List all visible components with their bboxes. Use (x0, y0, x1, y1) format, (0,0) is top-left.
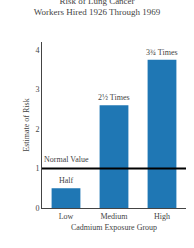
svg-text:1: 1 (35, 164, 39, 173)
svg-text:3¾ Times: 3¾ Times (146, 48, 178, 57)
svg-text:2½ Times: 2½ Times (98, 93, 130, 102)
svg-text:0: 0 (35, 204, 39, 213)
svg-text:Low: Low (59, 212, 74, 221)
svg-text:Half: Half (59, 176, 74, 185)
svg-text:Risk of Lung CancerWorkers Hir: Risk of Lung CancerWorkers Hired 1926 Th… (34, 0, 161, 17)
svg-text:3: 3 (35, 85, 39, 94)
svg-text:High: High (154, 212, 170, 221)
svg-text:4: 4 (35, 46, 39, 55)
svg-text:Cadmium Exposure Group: Cadmium Exposure Group (71, 223, 157, 232)
svg-text:2: 2 (35, 125, 39, 134)
svg-text:Medium: Medium (100, 212, 128, 221)
svg-text:Normal Value: Normal Value (44, 155, 89, 164)
svg-text:Estimate of Risk: Estimate of Risk (22, 98, 31, 151)
